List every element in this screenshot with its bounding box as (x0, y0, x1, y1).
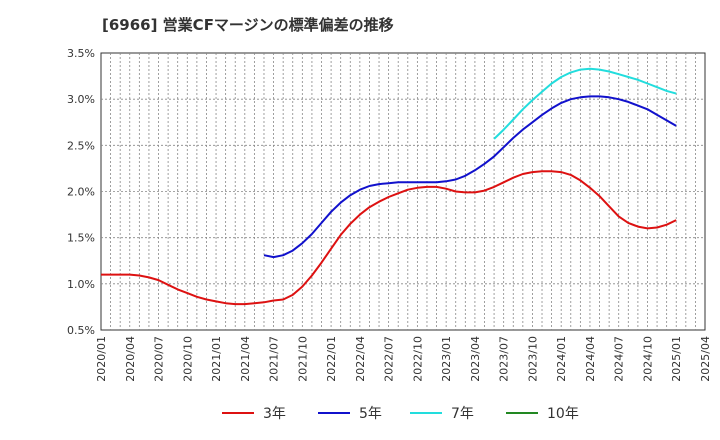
x-tick-label: 2023/04 (469, 336, 482, 382)
series-line (101, 170, 677, 306)
x-tick-label: 2022/07 (383, 336, 396, 382)
series-line (493, 67, 677, 140)
y-tick-label: 1.0% (67, 278, 95, 291)
legend: 3年 5年 7年 10年 (222, 406, 579, 422)
y-axis-ticks: 0.5% 1.0% 1.5% 2.0% 2.5% 3.0% 3.5% (67, 47, 95, 337)
x-tick-label: 2021/10 (296, 336, 309, 382)
x-tick-label: 2021/04 (239, 336, 252, 382)
y-tick-label: 3.5% (67, 47, 95, 60)
x-tick-label: 2024/04 (584, 336, 597, 382)
y-tick-label: 2.0% (67, 186, 95, 199)
legend-label: 10年 (547, 406, 579, 422)
x-tick-label: 2022/10 (411, 336, 424, 382)
legend-label: 5年 (359, 406, 382, 422)
x-tick-label: 2024/10 (641, 336, 654, 382)
x-tick-label: 2021/01 (210, 336, 223, 382)
x-tick-label: 2024/07 (613, 336, 626, 382)
x-tick-label: 2024/01 (555, 336, 568, 382)
x-axis-ticks: 2020/01 2020/04 2020/07 2020/10 2021/01 2021/… (95, 336, 712, 382)
x-tick-label: 2025/01 (670, 336, 683, 382)
x-tick-label: 2020/04 (124, 336, 137, 382)
y-tick-label: 3.0% (67, 93, 95, 106)
series-line (263, 95, 677, 259)
y-tick-label: 0.5% (67, 324, 95, 337)
x-tick-label: 2022/01 (325, 336, 338, 382)
legend-label: 7年 (451, 406, 474, 422)
y-tick-label: 2.5% (67, 139, 95, 152)
legend-label: 3年 (263, 406, 286, 422)
x-tick-label: 2025/04 (699, 336, 712, 382)
x-tick-label: 2022/04 (354, 336, 367, 382)
x-tick-label: 2023/01 (440, 336, 453, 382)
x-tick-label: 2021/07 (268, 336, 281, 382)
x-tick-label: 2020/07 (153, 336, 166, 382)
x-tick-label: 2020/10 (181, 336, 194, 382)
x-tick-label: 2023/07 (498, 336, 511, 382)
x-tick-label: 2020/01 (95, 336, 108, 382)
x-tick-label: 2023/10 (526, 336, 539, 382)
y-tick-label: 1.5% (67, 232, 95, 245)
chart-title: [6966] 営業CFマージンの標準偏差の推移 (102, 16, 394, 34)
series-lines (101, 67, 677, 306)
